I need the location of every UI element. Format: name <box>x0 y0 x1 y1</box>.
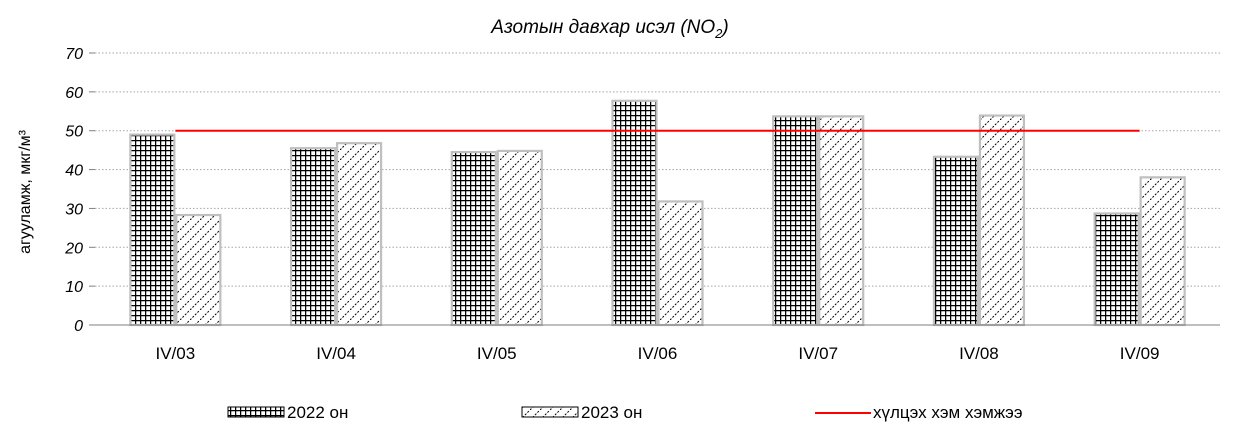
legend-label-threshold: хүлцэх хэм хэмжээ <box>873 403 1023 422</box>
x-tick-label: IV/04 <box>316 344 356 363</box>
x-tick-label: IV/05 <box>477 344 517 363</box>
bar-2022-IV-08 <box>932 155 980 327</box>
bar-2022-IV-06 <box>611 99 658 327</box>
x-tick-label: IV/03 <box>156 344 196 363</box>
bar-2023-IV-09 <box>1139 176 1186 327</box>
x-tick-label: IV/08 <box>959 344 999 363</box>
y-axis-label: агууламж, мкг/м³ <box>17 129 34 253</box>
bar-2022-IV-09 <box>1093 212 1140 327</box>
legend: 2022 он 2023 он хүлцэх хэм хэмжээ <box>227 403 1023 422</box>
y-tick-label: 10 <box>65 279 83 296</box>
y-tick-label: 40 <box>65 163 83 180</box>
x-axis-ticks: IV/03 IV/04 IV/05 IV/06 IV/07 IV/08 IV/09 <box>156 344 1160 363</box>
y-tick-label: 30 <box>65 201 83 218</box>
bar-2022-IV-05 <box>450 150 497 327</box>
y-tick-label: 60 <box>65 85 83 102</box>
y-tick-label: 70 <box>65 46 83 63</box>
chart-title-main: Азотын давхар исэл (NO <box>490 17 715 38</box>
y-tick-label: 0 <box>74 318 83 335</box>
bar-2022-IV-03 <box>129 133 176 327</box>
legend-label-2023: 2023 он <box>581 403 642 422</box>
bar-2023-IV-07 <box>818 115 865 327</box>
bars <box>129 99 1186 327</box>
y-tick-label: 50 <box>65 124 83 141</box>
bar-2023-IV-05 <box>496 149 543 327</box>
chart-title: Азотын давхар исэл (NO2) <box>490 17 728 41</box>
legend-label-2022: 2022 он <box>287 403 348 422</box>
bar-2023-IV-08 <box>978 114 1026 327</box>
bar-2023-IV-06 <box>657 200 704 327</box>
x-tick-label: IV/09 <box>1120 344 1160 363</box>
x-tick-label: IV/06 <box>638 344 678 363</box>
legend-swatch-2023 <box>521 406 579 418</box>
x-tick-label: IV/07 <box>798 344 838 363</box>
bar-2022-IV-04 <box>289 147 337 327</box>
bar-2023-IV-03 <box>175 213 222 327</box>
chart-title-end: ) <box>720 17 728 38</box>
bar-2022-IV-07 <box>772 115 819 327</box>
bar-2023-IV-04 <box>335 142 383 327</box>
y-tick-label: 20 <box>64 240 83 257</box>
chart-title-subscript: 2 <box>714 26 723 41</box>
y-axis-ticks: 0 10 20 30 40 50 60 70 <box>64 46 95 335</box>
legend-swatch-2022 <box>227 406 285 418</box>
